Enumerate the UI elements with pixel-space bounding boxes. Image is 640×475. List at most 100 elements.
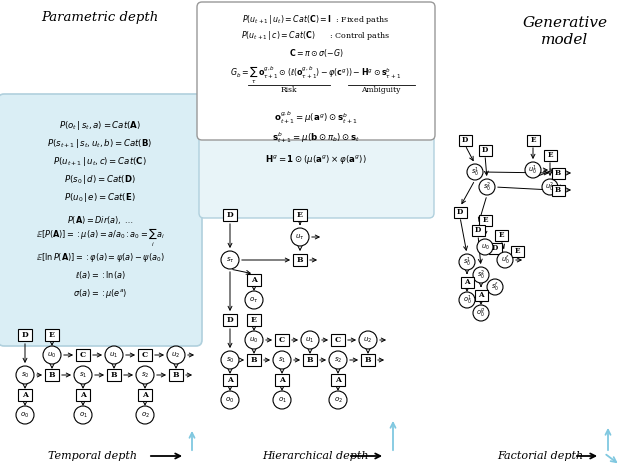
Text: $u_0^f$: $u_0^f$ [500, 253, 509, 266]
Circle shape [136, 366, 154, 384]
FancyBboxPatch shape [169, 369, 183, 381]
Text: $u_0^2$: $u_0^2$ [545, 180, 554, 194]
Text: C: C [279, 336, 285, 344]
Text: $o_1$: $o_1$ [278, 395, 287, 405]
Text: Hierarchical depth: Hierarchical depth [262, 451, 368, 461]
Text: $s_0^1$: $s_0^1$ [471, 165, 479, 179]
Text: $o_\tau$: $o_\tau$ [250, 295, 259, 304]
Text: A: A [22, 391, 28, 399]
Text: $u_\tau$: $u_\tau$ [295, 232, 305, 242]
Text: A: A [80, 391, 86, 399]
FancyBboxPatch shape [247, 314, 261, 326]
Circle shape [301, 331, 319, 349]
FancyBboxPatch shape [76, 389, 90, 401]
Circle shape [105, 346, 123, 364]
FancyBboxPatch shape [247, 274, 261, 286]
FancyBboxPatch shape [458, 134, 472, 145]
Circle shape [273, 351, 291, 369]
Circle shape [221, 251, 239, 269]
FancyBboxPatch shape [247, 354, 261, 366]
Circle shape [16, 406, 34, 424]
Circle shape [273, 391, 291, 409]
Circle shape [542, 179, 558, 195]
Circle shape [291, 228, 309, 246]
Text: $s_0$: $s_0$ [226, 355, 234, 365]
Text: D: D [22, 331, 28, 339]
Circle shape [43, 346, 61, 364]
Text: $u_2$: $u_2$ [172, 351, 180, 360]
FancyBboxPatch shape [18, 389, 32, 401]
Text: Generative: Generative [522, 16, 607, 30]
Text: B: B [297, 256, 303, 264]
Text: E: E [515, 247, 520, 255]
Circle shape [16, 366, 34, 384]
FancyBboxPatch shape [511, 246, 524, 256]
Circle shape [74, 366, 92, 384]
Text: $o_2$: $o_2$ [333, 395, 342, 405]
FancyBboxPatch shape [543, 150, 557, 161]
Text: C: C [335, 336, 341, 344]
Text: E: E [49, 331, 55, 339]
Text: B: B [555, 169, 561, 177]
Text: D: D [492, 244, 498, 252]
Circle shape [245, 331, 263, 349]
Circle shape [359, 331, 377, 349]
FancyBboxPatch shape [474, 289, 488, 301]
Circle shape [329, 351, 347, 369]
FancyBboxPatch shape [331, 374, 345, 386]
FancyBboxPatch shape [488, 243, 502, 254]
Circle shape [221, 391, 239, 409]
Text: A: A [478, 291, 484, 299]
Text: A: A [251, 276, 257, 284]
Circle shape [525, 162, 541, 178]
Text: $s_1$: $s_1$ [278, 355, 286, 365]
Text: $\mathbb{E}[P(\mathbf{A})]=:\mu(a)=a/a_0:a_0=\sum_i a_i$: $\mathbb{E}[P(\mathbf{A})]=:\mu(a)=a/a_0… [36, 227, 164, 249]
FancyBboxPatch shape [552, 184, 564, 196]
Text: $G_b=\sum_\tau\,\mathbf{o}^{g,b}_{\tau+1}\odot(\ell(\mathbf{o}^{g,b}_{\tau+1})-\: $G_b=\sum_\tau\,\mathbf{o}^{g,b}_{\tau+1… [230, 64, 401, 86]
FancyBboxPatch shape [495, 229, 508, 240]
Text: A: A [142, 391, 148, 399]
Text: $s_0^f$: $s_0^f$ [491, 280, 499, 294]
Text: $\mathbf{o}^{g,b}_{t+1}=\mu(\mathbf{a}^g)\odot\mathbf{s}^b_{t+1}$: $\mathbf{o}^{g,b}_{t+1}=\mu(\mathbf{a}^g… [274, 110, 358, 126]
FancyBboxPatch shape [275, 334, 289, 346]
Text: $P(u_{t+1}\,|\,u_t,c)=Cat(\mathbf{C})$: $P(u_{t+1}\,|\,u_t,c)=Cat(\mathbf{C})$ [53, 154, 147, 168]
FancyBboxPatch shape [45, 329, 59, 341]
FancyBboxPatch shape [45, 369, 59, 381]
Text: $u_0$: $u_0$ [47, 351, 57, 360]
FancyBboxPatch shape [223, 209, 237, 221]
FancyBboxPatch shape [461, 276, 474, 287]
Text: E: E [251, 316, 257, 324]
Text: C: C [80, 351, 86, 359]
Text: model: model [541, 33, 589, 47]
Text: $P(\mathbf{A})=Dir(a),\;\ldots$: $P(\mathbf{A})=Dir(a),\;\ldots$ [67, 214, 133, 226]
Text: B: B [173, 371, 179, 379]
Circle shape [74, 406, 92, 424]
Text: Factorial depth: Factorial depth [497, 451, 583, 461]
Text: $u_0^1$: $u_0^1$ [529, 163, 538, 177]
Text: $P(s_{t+1}\,|\,s_t,u_t,b)=Cat(\mathbf{B})$: $P(s_{t+1}\,|\,s_t,u_t,b)=Cat(\mathbf{B}… [47, 136, 153, 150]
FancyBboxPatch shape [18, 329, 32, 341]
Text: $u_0$: $u_0$ [481, 242, 490, 252]
Circle shape [497, 252, 513, 268]
FancyBboxPatch shape [331, 334, 345, 346]
Text: Temporal depth: Temporal depth [49, 451, 138, 461]
FancyBboxPatch shape [361, 354, 375, 366]
Text: $s_0^2$: $s_0^2$ [477, 268, 485, 282]
FancyBboxPatch shape [223, 374, 237, 386]
FancyBboxPatch shape [76, 349, 90, 361]
FancyBboxPatch shape [552, 168, 564, 179]
Text: $u_1$: $u_1$ [305, 335, 314, 344]
Text: $s_0$: $s_0$ [20, 370, 29, 380]
FancyBboxPatch shape [199, 93, 434, 218]
Text: $s_0^2$: $s_0^2$ [483, 180, 491, 194]
FancyBboxPatch shape [454, 207, 467, 218]
Circle shape [459, 254, 475, 270]
Text: E: E [297, 211, 303, 219]
Text: $o_0$: $o_0$ [225, 395, 235, 405]
Text: Ambiguity: Ambiguity [362, 86, 401, 94]
Text: $\mathbb{E}[\ln P(\mathbf{A})]=:\varphi(a)=\psi(a)-\psi(a_0)$: $\mathbb{E}[\ln P(\mathbf{A})]=:\varphi(… [36, 250, 164, 264]
FancyBboxPatch shape [479, 144, 492, 155]
Circle shape [473, 267, 489, 283]
Circle shape [459, 292, 475, 308]
Circle shape [167, 346, 185, 364]
